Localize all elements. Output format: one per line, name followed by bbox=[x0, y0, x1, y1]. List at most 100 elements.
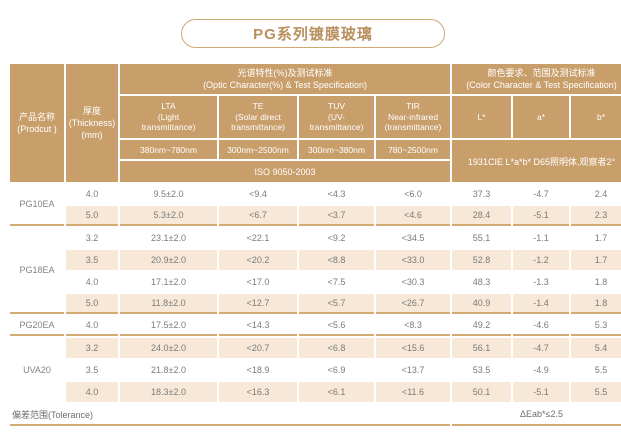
spec-table: 产品名称 (Prodcut ) 厚度 (Thickness) (mm) 光谱特性… bbox=[8, 62, 621, 428]
header-thickness-en: (Thickness) bbox=[68, 117, 116, 128]
cell-thickness: 3.5 bbox=[66, 250, 118, 270]
cell-tir: <34.5 bbox=[376, 228, 451, 248]
cell-tuv: <9.2 bbox=[299, 228, 374, 248]
cell-lta: 17.1±2.0 bbox=[120, 272, 217, 292]
cell-bstar: 5.5 bbox=[571, 360, 621, 380]
cell-tir: <15.6 bbox=[376, 338, 451, 358]
cell-bstar: 5.5 bbox=[571, 382, 621, 402]
cell-lstar: 48.3 bbox=[452, 272, 512, 292]
cell-bstar: 2.4 bbox=[571, 184, 621, 204]
header-range-tuv: 300nm~380nm bbox=[299, 140, 374, 159]
product-name-pg18ea: PG18EA bbox=[10, 228, 64, 314]
cell-lta: 11.8±2.0 bbox=[120, 294, 217, 314]
cell-te: <6.7 bbox=[219, 206, 297, 226]
cell-tir: <33.0 bbox=[376, 250, 451, 270]
cell-tuv: <8.8 bbox=[299, 250, 374, 270]
header-thickness: 厚度 (Thickness) (mm) bbox=[66, 64, 118, 182]
cell-te: <16.3 bbox=[219, 382, 297, 402]
header-color-group-en: (Color Character & Test Specification) bbox=[466, 80, 617, 90]
col-tir-desc2: (transmittance) bbox=[384, 122, 442, 133]
cell-lta: 21.8±2.0 bbox=[120, 360, 217, 380]
cell-bstar: 1.7 bbox=[571, 250, 621, 270]
cell-tuv: <7.5 bbox=[299, 272, 374, 292]
header-col-lstar: L* bbox=[452, 96, 512, 138]
header-col-te: TE (Solar direct transmittance) bbox=[219, 96, 297, 138]
cell-lta: 23.1±2.0 bbox=[120, 228, 217, 248]
cell-bstar: 5.3 bbox=[571, 316, 621, 336]
cell-thickness: 5.0 bbox=[66, 206, 118, 226]
table-row: PG20EA 4.0 17.5±2.0 <14.3 <5.6 <8.3 49.2… bbox=[10, 316, 621, 336]
cell-te: <14.3 bbox=[219, 316, 297, 336]
cell-lstar: 52.8 bbox=[452, 250, 512, 270]
col-lta-desc2: transmittance) bbox=[141, 122, 196, 133]
cell-lta: 18.3±2.0 bbox=[120, 382, 217, 402]
cell-lstar: 55.1 bbox=[452, 228, 512, 248]
cell-astar: -1.4 bbox=[513, 294, 570, 314]
cell-te: <17.0 bbox=[219, 272, 297, 292]
cell-lta: 9.5±2.0 bbox=[120, 184, 217, 204]
cell-te: <12.7 bbox=[219, 294, 297, 314]
header-product-en: (Prodcut ) bbox=[17, 124, 57, 134]
cell-tuv: <6.9 bbox=[299, 360, 374, 380]
cell-tir: <4.6 bbox=[376, 206, 451, 226]
cell-thickness: 4.0 bbox=[66, 382, 118, 402]
col-tuv-abbr: TUV bbox=[328, 101, 345, 112]
cell-te: <20.2 bbox=[219, 250, 297, 270]
col-te-abbr: TE bbox=[252, 101, 264, 112]
cell-lstar: 53.5 bbox=[452, 360, 512, 380]
cell-thickness: 3.5 bbox=[66, 360, 118, 380]
cell-lstar: 49.2 bbox=[452, 316, 512, 336]
cell-astar: -4.9 bbox=[513, 360, 570, 380]
cell-te: <20.7 bbox=[219, 338, 297, 358]
col-tuv-desc2: transmittance) bbox=[309, 122, 364, 133]
cell-tuv: <6.1 bbox=[299, 382, 374, 402]
cell-lstar: 50.1 bbox=[452, 382, 512, 402]
cell-bstar: 2.3 bbox=[571, 206, 621, 226]
table-row: UVA20 3.2 24.0±2.0 <20.7 <6.8 <15.6 56.1… bbox=[10, 338, 621, 402]
header-optic-group-zh: 光谱特性(%)及测试标准 bbox=[237, 67, 333, 78]
col-tir-desc1: Near-infrared bbox=[387, 111, 439, 122]
cell-lta: 24.0±2.0 bbox=[120, 338, 217, 358]
table-row: 3.5 21.8±2.0 <18.9 <6.9 <13.7 53.5 -4.9 … bbox=[10, 360, 621, 380]
cell-lstar: 28.4 bbox=[452, 206, 512, 226]
cell-thickness: 4.0 bbox=[66, 184, 118, 204]
cell-lstar: 56.1 bbox=[452, 338, 512, 358]
header-color-standard: 1931CIE L*a*b* D65照明体,观察者2° bbox=[452, 140, 621, 182]
cell-lta: 5.3±2.0 bbox=[120, 206, 217, 226]
cell-bstar: 1.8 bbox=[571, 272, 621, 292]
header-col-lta: LTA (Light transmittance) bbox=[120, 96, 217, 138]
cell-lta: 20.9±2.0 bbox=[120, 250, 217, 270]
cell-astar: -5.1 bbox=[513, 206, 570, 226]
cell-astar: -1.1 bbox=[513, 228, 570, 248]
cell-lta: 17.5±2.0 bbox=[120, 316, 217, 336]
header-product: 产品名称 (Prodcut ) bbox=[10, 64, 64, 182]
cell-tuv: <4.3 bbox=[299, 184, 374, 204]
header-range-te: 300nm~2500nm bbox=[219, 140, 297, 159]
table-row: 4.0 18.3±2.0 <16.3 <6.1 <11.6 50.1 -5.1 … bbox=[10, 382, 621, 402]
table-row: 4.0 17.1±2.0 <17.0 <7.5 <30.3 48.3 -1.3 … bbox=[10, 272, 621, 292]
cell-bstar: 1.7 bbox=[571, 228, 621, 248]
cell-te: <9.4 bbox=[219, 184, 297, 204]
header-col-astar: a* bbox=[513, 96, 570, 138]
col-lta-desc1: (Light bbox=[157, 111, 180, 122]
cell-lstar: 37.3 bbox=[452, 184, 512, 204]
header-thickness-zh: 厚度 bbox=[82, 105, 101, 116]
col-te-desc2: transmittance) bbox=[231, 122, 285, 133]
header-thickness-unit: (mm) bbox=[81, 130, 103, 141]
page-title: PG系列镀膜玻璃 bbox=[253, 26, 373, 43]
header-color-group: 颜色要求、范围及测试标准 (Color Character & Test Spe… bbox=[452, 64, 621, 94]
table-row: PG18EA 3.2 23.1±2.0 <22.1 <9.2 <34.5 55.… bbox=[10, 228, 621, 314]
cell-tuv: <6.8 bbox=[299, 338, 374, 358]
product-name-pg20ea: PG20EA bbox=[10, 316, 64, 336]
table-row: 5.0 11.8±2.0 <12.7 <5.7 <26.7 40.9 -1.4 … bbox=[10, 294, 621, 314]
cell-bstar: 5.4 bbox=[571, 338, 621, 358]
cell-lstar: 40.9 bbox=[452, 294, 512, 314]
product-name-uva20: UVA20 bbox=[10, 338, 64, 402]
table-row: 5.0 5.3±2.0 <6.7 <3.7 <4.6 28.4 -5.1 2.3 bbox=[10, 206, 621, 226]
table-row: PG10EA 4.0 9.5±2.0 <9.4 <4.3 <6.0 37.3 -… bbox=[10, 184, 621, 226]
cell-tuv: <5.7 bbox=[299, 294, 374, 314]
cell-astar: -1.3 bbox=[513, 272, 570, 292]
header-col-bstar: b* bbox=[571, 96, 621, 138]
cell-thickness: 3.2 bbox=[66, 338, 118, 358]
cell-thickness: 4.0 bbox=[66, 316, 118, 336]
